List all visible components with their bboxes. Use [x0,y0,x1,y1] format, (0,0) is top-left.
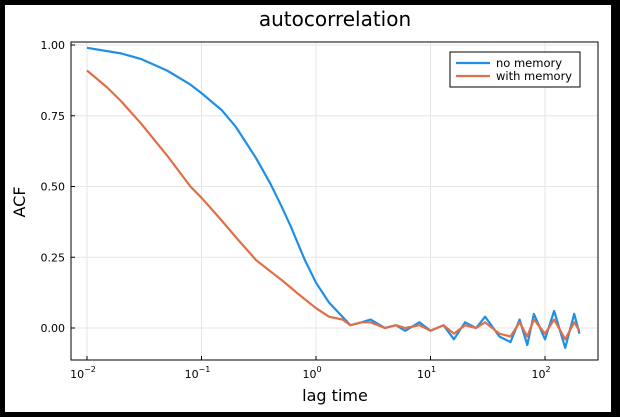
y-tick-label: 0.25 [41,251,66,264]
plot-area-border [70,41,599,361]
chart-title: autocorrelation [259,7,411,31]
x-ticks: 10−2 10−1 100 101 102 [70,356,551,381]
legend-box [449,51,581,88]
y-tick-label: 1.00 [41,39,66,52]
series-line-1 [86,69,581,341]
y-tick-label: 0.00 [41,322,66,335]
chart-frame: autocorrelation 10−2 10−1 100 101 102 0.00 0.… [5,5,611,412]
series-line-0 [86,46,581,349]
x-tick-label: 10−1 [185,365,211,381]
x-axis-label: lag time [302,386,368,405]
y-tick-label: 0.75 [41,110,66,123]
x-tick-label: 10−2 [70,365,96,381]
y-tick-label: 0.50 [41,181,66,194]
x-tick-label: 102 [531,365,550,381]
legend-label: no memory [496,56,562,70]
x-tick-label: 101 [417,365,436,381]
y-ticks: 0.00 0.25 0.50 0.75 1.00 [41,39,75,335]
series-layer [86,46,581,349]
y-axis-label: ACF [10,186,29,217]
grid [71,42,598,360]
x-tick-label: 100 [302,365,321,381]
legend-label: with memory [496,69,572,83]
chart-svg: autocorrelation 10−2 10−1 100 101 102 0.000.… [10,7,599,405]
